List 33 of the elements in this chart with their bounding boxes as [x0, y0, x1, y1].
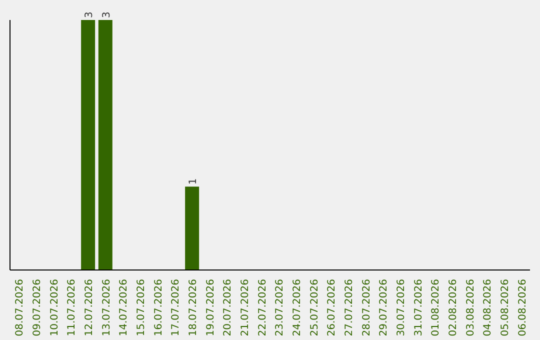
x-tick-label: 30.07.2026 [396, 279, 407, 336]
x-tick-label: 15.07.2026 [136, 279, 147, 336]
x-tick-label: 28.07.2026 [361, 279, 372, 336]
x-tick-label: 14.07.2026 [118, 279, 130, 336]
x-tick-label: 04.08.2026 [482, 279, 494, 336]
x-tick-label: 17.07.2026 [170, 279, 182, 336]
x-tick-label: 16.07.2026 [153, 279, 164, 336]
data-label: 3 [101, 12, 112, 18]
x-tick-label: 06.08.2026 [517, 279, 528, 336]
x-tick-label: 29.07.2026 [378, 279, 390, 336]
x-tick-label: 11.07.2026 [66, 279, 78, 336]
x-tick-label: 21.07.2026 [240, 279, 251, 336]
data-label: 1 [188, 178, 200, 185]
x-tick-label: 25.07.2026 [309, 279, 320, 336]
x-tick-label: 19.07.2026 [205, 279, 216, 336]
x-tick-label: 12.07.2026 [84, 279, 95, 336]
x-tick-label: 01.08.2026 [430, 279, 442, 336]
x-tick-label: 23.07.2026 [274, 279, 286, 336]
x-tick-label: 18.07.2026 [188, 279, 199, 336]
x-tick-label: 10.07.2026 [49, 279, 60, 336]
x-tick-label: 22.07.2026 [257, 279, 268, 336]
data-label: 3 [84, 12, 96, 18]
x-tick-label: 24.07.2026 [292, 279, 303, 336]
x-tick-label: 31.07.2026 [413, 279, 424, 336]
x-tick-label: 13.07.2026 [101, 279, 112, 336]
x-tick-label: 05.08.2026 [500, 279, 511, 336]
x-tick-label: 02.08.2026 [448, 279, 459, 336]
x-tick-label: 08.07.2026 [14, 279, 26, 336]
x-tick-label: 20.07.2026 [222, 279, 234, 336]
x-tick-label: 26.07.2026 [326, 279, 338, 336]
x-tick-label: 03.08.2026 [465, 279, 476, 336]
x-tick-label: 27.07.2026 [344, 279, 355, 336]
x-tick-label: 09.07.2026 [32, 279, 43, 336]
